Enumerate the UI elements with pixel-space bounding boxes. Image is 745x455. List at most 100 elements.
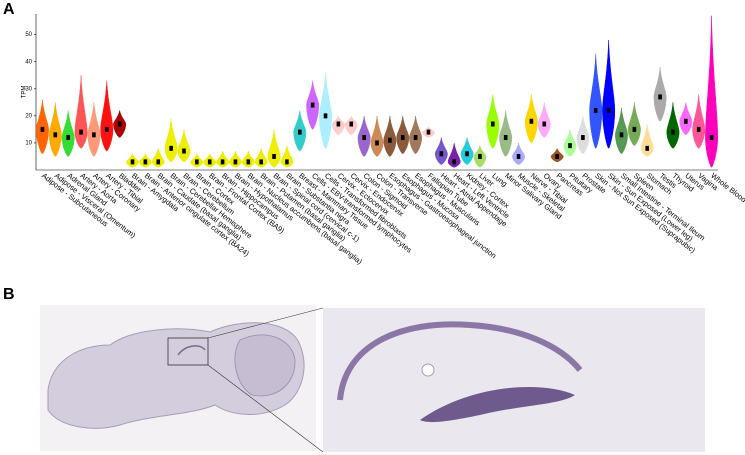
violin	[602, 40, 616, 149]
violin	[537, 102, 551, 138]
median-box	[182, 148, 186, 154]
median-box	[452, 159, 457, 165]
median-box	[568, 143, 572, 149]
median-box	[426, 129, 431, 135]
violin	[499, 110, 513, 157]
violin	[409, 115, 423, 155]
violin	[563, 129, 577, 157]
median-box	[413, 135, 418, 141]
panel-label: B	[3, 286, 15, 303]
violin	[48, 102, 62, 157]
violin	[74, 75, 88, 149]
median-box	[246, 159, 251, 165]
median-box	[555, 153, 559, 159]
violin	[705, 15, 718, 168]
median-box	[696, 126, 701, 132]
y-tick-label: 20	[25, 113, 32, 119]
cerebellum	[234, 334, 296, 397]
violin	[615, 107, 628, 155]
violin	[576, 115, 590, 155]
median-box	[66, 135, 70, 141]
violin	[241, 150, 255, 168]
median-box	[169, 145, 173, 151]
violin	[653, 67, 667, 122]
histology-panel	[40, 305, 705, 453]
median-box	[349, 121, 354, 127]
violin	[164, 118, 178, 163]
violin	[640, 123, 654, 157]
median-box	[529, 118, 534, 124]
median-box	[130, 159, 135, 165]
violin	[447, 142, 461, 168]
median-box	[53, 132, 58, 138]
median-box	[658, 94, 662, 100]
violin	[692, 94, 706, 149]
median-box	[684, 118, 688, 124]
median-box	[516, 153, 521, 159]
ca-field	[337, 321, 583, 401]
hippocampus	[177, 345, 206, 356]
median-box	[259, 159, 263, 165]
median-box	[143, 159, 148, 165]
median-box	[362, 135, 366, 141]
violin	[216, 150, 230, 168]
median-box	[233, 159, 238, 165]
median-box	[40, 126, 45, 132]
median-box	[207, 159, 212, 165]
median-box	[375, 140, 379, 146]
zoom-line	[207, 307, 324, 339]
inset-box	[167, 337, 209, 366]
median-box	[491, 121, 495, 127]
median-box	[117, 121, 122, 127]
violin	[319, 72, 332, 149]
median-box	[285, 159, 289, 165]
median-box	[465, 151, 469, 157]
median-box	[593, 107, 598, 113]
median-box	[104, 126, 109, 132]
violin	[61, 110, 75, 157]
violin	[370, 115, 384, 157]
violin	[666, 102, 680, 149]
median-box	[79, 129, 83, 135]
median-box	[439, 151, 444, 157]
violin	[383, 115, 397, 157]
median-box	[478, 153, 482, 159]
median-box	[297, 129, 302, 135]
median-box	[619, 132, 624, 138]
violin	[589, 53, 603, 149]
median-box	[156, 159, 161, 165]
violin	[177, 129, 191, 163]
violin	[36, 99, 49, 155]
median-box	[503, 135, 508, 141]
violin	[229, 150, 242, 168]
violin	[280, 145, 294, 168]
y-tick-label: 50	[25, 32, 32, 38]
median-box	[709, 135, 714, 141]
median-box	[632, 126, 637, 132]
violin	[524, 94, 538, 144]
y-tick-label: 30	[25, 86, 32, 92]
median-box	[606, 107, 611, 113]
violin	[100, 80, 114, 152]
median-box	[195, 159, 199, 165]
violin	[460, 137, 474, 165]
median-box	[323, 113, 328, 119]
violin	[151, 148, 165, 168]
dentate-gyrus	[420, 387, 575, 423]
median-box	[310, 102, 315, 108]
y-tick-label: 10	[25, 141, 32, 147]
median-box	[400, 135, 405, 141]
median-box	[671, 129, 675, 135]
median-box	[92, 132, 96, 138]
violin	[627, 102, 641, 146]
panel-label: A	[3, 1, 15, 18]
median-box	[388, 137, 392, 143]
median-box	[336, 121, 341, 127]
median-box	[220, 159, 225, 165]
violin	[267, 129, 281, 168]
median-box	[542, 121, 547, 127]
median-box	[645, 145, 650, 151]
violin	[434, 137, 448, 165]
y-tick-label: 40	[25, 59, 32, 65]
